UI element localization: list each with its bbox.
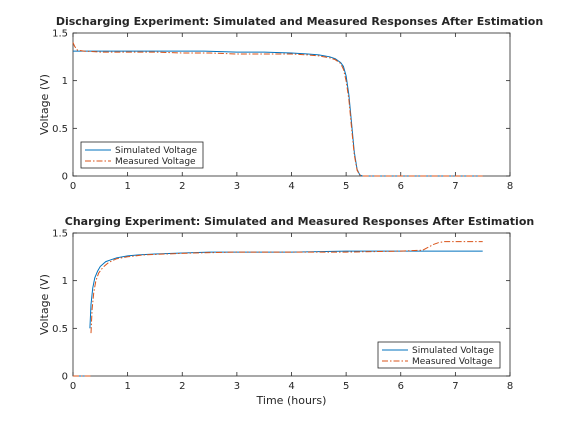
- x-tick-label: 0: [70, 181, 76, 192]
- x-tick-label: 2: [179, 181, 185, 192]
- x-tick-label: 3: [234, 181, 240, 192]
- y-tick-label: 0.5: [52, 124, 68, 135]
- series-line-measured: [90, 241, 483, 334]
- x-tick-label: 8: [507, 381, 513, 392]
- x-tick-label: 5: [343, 181, 349, 192]
- y-tick-label: 0: [62, 372, 68, 383]
- legend-box: [377, 341, 501, 369]
- x-tick-label: 2: [179, 381, 185, 392]
- x-tick-label: 7: [452, 381, 458, 392]
- chart-title: Charging Experiment: Simulated and Measu…: [65, 215, 534, 228]
- x-axis-label: Time (hours): [256, 394, 327, 407]
- x-tick-label: 7: [452, 181, 458, 192]
- legend-entry: Measured Voltage: [115, 157, 196, 167]
- x-tick-label: 4: [288, 381, 294, 392]
- x-tick-label: 0: [70, 381, 76, 392]
- legend-entry: Simulated Voltage: [115, 146, 198, 156]
- x-tick-label: 6: [398, 181, 404, 192]
- y-tick-label: 1.5: [52, 229, 68, 240]
- x-tick-label: 4: [288, 181, 294, 192]
- legend-entry: Measured Voltage: [412, 357, 493, 367]
- y-axis-label: Voltage (V): [38, 274, 51, 335]
- x-tick-label: 8: [507, 181, 513, 192]
- legend-entry: Simulated Voltage: [412, 346, 495, 356]
- y-axis-label: Voltage (V): [38, 74, 51, 135]
- x-tick-label: 1: [124, 181, 130, 192]
- x-tick-label: 3: [234, 381, 240, 392]
- y-tick-label: 0.5: [52, 324, 68, 335]
- y-tick-label: 1: [62, 276, 68, 287]
- y-tick-label: 1.5: [52, 29, 68, 40]
- x-tick-label: 1: [124, 381, 130, 392]
- legend-box: [80, 141, 204, 169]
- series-line-measured: [72, 42, 483, 177]
- x-tick-label: 6: [398, 381, 404, 392]
- y-tick-label: 0: [62, 172, 68, 183]
- x-tick-label: 5: [343, 381, 349, 392]
- y-tick-label: 1: [62, 76, 68, 87]
- series-line-simulated: [89, 250, 483, 329]
- chart-title: Discharging Experiment: Simulated and Me…: [56, 15, 543, 28]
